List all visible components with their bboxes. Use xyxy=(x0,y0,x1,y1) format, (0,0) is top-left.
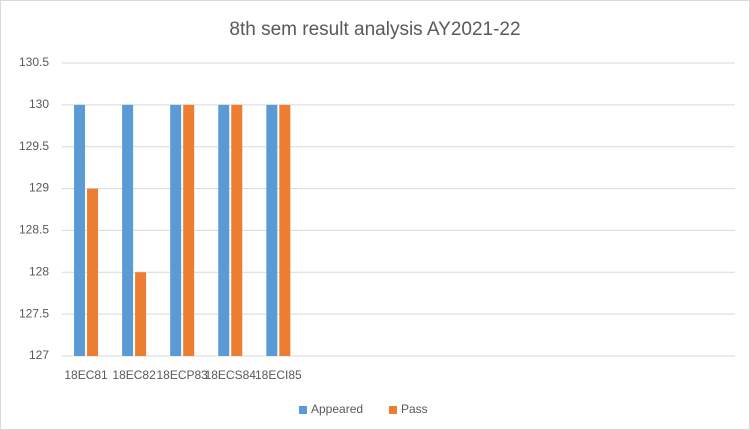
bar xyxy=(135,272,147,356)
bar xyxy=(218,104,230,356)
legend-label: Pass xyxy=(401,402,428,416)
bar xyxy=(279,104,291,356)
bar xyxy=(170,104,182,356)
y-tick-label: 128 xyxy=(29,264,49,278)
legend-swatch xyxy=(389,406,397,414)
y-tick-label: 127 xyxy=(29,348,49,362)
bar xyxy=(87,188,99,356)
bar xyxy=(266,104,278,356)
y-tick-label: 130.5 xyxy=(19,55,49,69)
y-tick-label: 129.5 xyxy=(19,139,49,153)
y-tick-label: 127.5 xyxy=(19,306,49,320)
bar xyxy=(74,104,86,356)
bar xyxy=(183,104,195,356)
x-tick-label: 18ECI85 xyxy=(255,368,302,382)
bar xyxy=(122,104,134,356)
y-tick-label: 129 xyxy=(29,181,49,195)
y-tick-label: 130 xyxy=(29,97,49,111)
chart-title: 8th sem result analysis AY2021-22 xyxy=(229,19,520,40)
y-tick-label: 128.5 xyxy=(19,223,49,237)
legend-label: Appeared xyxy=(311,402,363,416)
x-tick-label: 18EC82 xyxy=(112,368,156,382)
legend-swatch xyxy=(299,406,307,414)
x-tick-label: 18ECS84 xyxy=(205,368,257,382)
x-tick-label: 18ECP83 xyxy=(156,368,208,382)
x-tick-label: 18EC81 xyxy=(64,368,108,382)
bar xyxy=(231,104,243,356)
